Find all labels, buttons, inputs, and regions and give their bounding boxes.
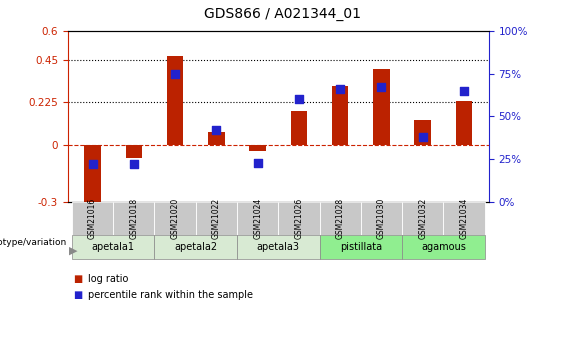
- Bar: [456, 101, 472, 145]
- Point: [212, 127, 221, 133]
- Text: agamous: agamous: [421, 242, 466, 252]
- Point: [377, 85, 386, 90]
- Point: [294, 97, 303, 102]
- Text: genotype/variation: genotype/variation: [0, 238, 66, 247]
- Bar: [373, 69, 390, 145]
- Bar: [125, 145, 142, 158]
- Text: ■: ■: [73, 290, 82, 300]
- Point: [88, 161, 97, 167]
- Text: percentile rank within the sample: percentile rank within the sample: [88, 290, 253, 300]
- Bar: [290, 111, 307, 145]
- Text: GSM21022: GSM21022: [212, 198, 221, 239]
- Point: [418, 134, 427, 140]
- Bar: [249, 145, 266, 151]
- Text: apetala2: apetala2: [174, 242, 218, 252]
- Text: log ratio: log ratio: [88, 275, 128, 284]
- Text: apetala3: apetala3: [257, 242, 300, 252]
- Text: apetala1: apetala1: [92, 242, 134, 252]
- Text: GSM21018: GSM21018: [129, 198, 138, 239]
- Text: GSM21020: GSM21020: [171, 198, 180, 239]
- Text: GSM21024: GSM21024: [253, 198, 262, 239]
- Text: GSM21032: GSM21032: [418, 198, 427, 239]
- Point: [171, 71, 180, 77]
- Text: GSM21016: GSM21016: [88, 198, 97, 239]
- Text: GDS866 / A021344_01: GDS866 / A021344_01: [204, 7, 361, 21]
- Text: GSM21028: GSM21028: [336, 198, 345, 239]
- Bar: [84, 145, 101, 206]
- Text: GSM21030: GSM21030: [377, 198, 386, 239]
- Text: ■: ■: [73, 275, 82, 284]
- Bar: [332, 86, 349, 145]
- Point: [129, 161, 138, 167]
- Point: [336, 86, 345, 92]
- Bar: [167, 56, 184, 145]
- Bar: [415, 120, 431, 145]
- Text: GSM21034: GSM21034: [459, 198, 468, 239]
- Text: pistillata: pistillata: [340, 242, 382, 252]
- Bar: [208, 132, 225, 145]
- Point: [253, 160, 262, 165]
- Point: [459, 88, 468, 93]
- Text: ▶: ▶: [69, 246, 77, 256]
- Text: GSM21026: GSM21026: [294, 198, 303, 239]
